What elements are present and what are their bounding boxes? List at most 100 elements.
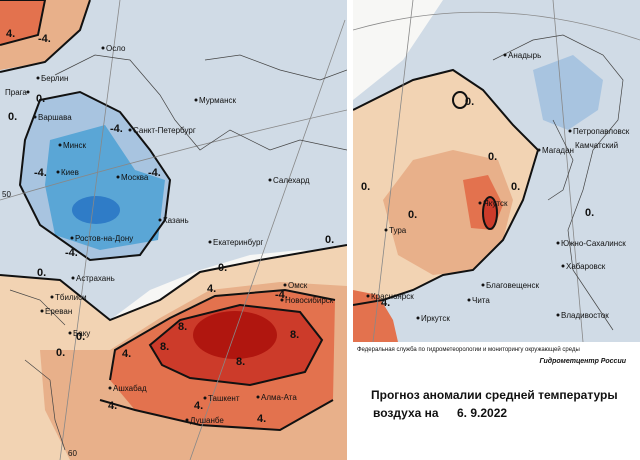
- right-anomaly-map: Анадырь Магадан Петропавловск Камчатский…: [353, 0, 640, 342]
- graticule-lines: [353, 0, 640, 342]
- isoline-minus4: [18, 90, 172, 262]
- city-marker: [128, 128, 132, 132]
- city-tbilisi: Тбилиси: [55, 293, 87, 302]
- graticule-label-50: 50: [2, 190, 11, 199]
- strongest-cold-anomaly: [72, 196, 120, 224]
- isoline-plus4-northwest: [0, 0, 47, 46]
- very-strong-warm-anomaly: [483, 197, 497, 229]
- isoline-small-loop: [452, 91, 468, 109]
- city-irkutsk: Иркутск: [421, 314, 450, 323]
- city-marker: [56, 170, 60, 174]
- city-marker: [203, 396, 207, 400]
- city-saint-petersburg: Санкт-Петербург: [133, 126, 196, 135]
- isoline-label: 0.: [585, 207, 594, 219]
- panel-divider: [347, 0, 353, 460]
- city-marker: [366, 294, 370, 298]
- city-marker: [561, 264, 565, 268]
- agency-name: Федеральная служба по гидрометеорологии …: [357, 347, 580, 353]
- extreme-warm-anomaly: [193, 311, 277, 359]
- city-marker: [416, 316, 420, 320]
- isoline-label: -4.: [148, 167, 161, 179]
- isoline-label: -4.: [275, 289, 288, 301]
- city-anadyr: Анадырь: [508, 51, 541, 60]
- city-marker: [71, 276, 75, 280]
- isoline-label: 8.: [290, 329, 299, 341]
- city-magadan: Магадан: [542, 146, 574, 155]
- city-marker: [568, 129, 572, 133]
- isoline-label: 0.: [36, 93, 45, 105]
- city-marker: [537, 148, 541, 152]
- city-kyiv: Киев: [61, 168, 79, 177]
- city-marker: [108, 386, 112, 390]
- isoline-label: 0.: [408, 209, 417, 221]
- isoline-label: 8.: [178, 321, 187, 333]
- city-marker: [503, 53, 507, 57]
- isoline-label: 0.: [325, 234, 334, 246]
- city-tura: Тура: [389, 226, 407, 235]
- isoline-label: 0.: [76, 331, 85, 343]
- isoline-zero-northwest: [0, 0, 91, 73]
- isoline-label: 0.: [465, 96, 474, 108]
- city-marker: [256, 395, 260, 399]
- city-baku: Баку: [73, 329, 90, 338]
- city-minsk: Минск: [63, 141, 87, 150]
- city-marker: [185, 418, 189, 422]
- isoline-label: 4.: [122, 348, 131, 360]
- left-anomaly-map: 50 60 Осло Берлин Прага Варшава Минск Са…: [0, 0, 347, 460]
- map-caption: Федеральная служба по гидрометеорологии …: [353, 342, 640, 460]
- isoline-label: -4.: [65, 247, 78, 259]
- city-marker: [556, 313, 560, 317]
- isoline-label: 0.: [37, 267, 46, 279]
- isoline-label: -4.: [34, 167, 47, 179]
- isoline-label: -4.: [38, 33, 51, 45]
- city-krasnoyarsk: Красноярск: [371, 292, 414, 301]
- city-marker: [481, 283, 485, 287]
- isoline-label: 0.: [488, 151, 497, 163]
- city-marker: [58, 143, 62, 147]
- city-moscow: Москва: [121, 173, 149, 182]
- isoline-label: 8.: [160, 341, 169, 353]
- isoline-zero: [353, 68, 540, 306]
- city-marker: [68, 331, 72, 335]
- isoline-label: 0.: [8, 111, 17, 123]
- isoline-plus4: [482, 196, 498, 230]
- isoline-label: 0.: [361, 181, 370, 193]
- city-marker: [50, 295, 54, 299]
- city-marker: [194, 98, 198, 102]
- city-prague: Прага: [5, 88, 27, 97]
- isoline-label: 4.: [108, 400, 117, 412]
- city-blagoveshchensk: Благовещенск: [486, 281, 539, 290]
- city-ashgabat: Ашхабад: [113, 384, 147, 393]
- city-marker: [40, 309, 44, 313]
- city-tashkent: Ташкент: [208, 394, 240, 403]
- cold-anomaly-field: [0, 0, 347, 350]
- graticule-lines: [0, 0, 347, 460]
- city-marker: [116, 175, 120, 179]
- city-marker: [33, 115, 37, 119]
- city-oslo: Осло: [106, 44, 126, 53]
- city-salekhard: Салехард: [273, 176, 310, 185]
- city-yakutsk: Якутск: [483, 199, 508, 208]
- city-kazan: Казань: [163, 216, 189, 225]
- city-vladivostok: Владивосток: [561, 311, 609, 320]
- isoline-label: 4.: [257, 413, 266, 425]
- city-marker: [556, 241, 560, 245]
- city-chita: Чита: [472, 296, 490, 305]
- city-marker: [70, 236, 74, 240]
- map-title-line2: воздуха на: [373, 406, 439, 420]
- forecast-date: 6. 9.2022: [457, 406, 508, 420]
- city-marker: [36, 76, 40, 80]
- isoline-label: 0.: [56, 347, 65, 359]
- isoline-label: 4.: [6, 28, 15, 40]
- strong-cold-anomaly: [45, 125, 165, 250]
- city-marker: [384, 228, 388, 232]
- city-kamchatsky: Камчатский: [575, 141, 618, 150]
- city-novosibirsk: Новосибирск: [285, 296, 334, 305]
- isoline-plus8: [148, 303, 324, 387]
- isoline-label: 8.: [236, 356, 245, 368]
- city-marker: [158, 218, 162, 222]
- city-khabarovsk: Хабаровск: [566, 262, 606, 271]
- city-marker: [208, 240, 212, 244]
- city-marker: [478, 201, 482, 205]
- map-title: Прогноз аномалии средней температуры: [371, 388, 618, 402]
